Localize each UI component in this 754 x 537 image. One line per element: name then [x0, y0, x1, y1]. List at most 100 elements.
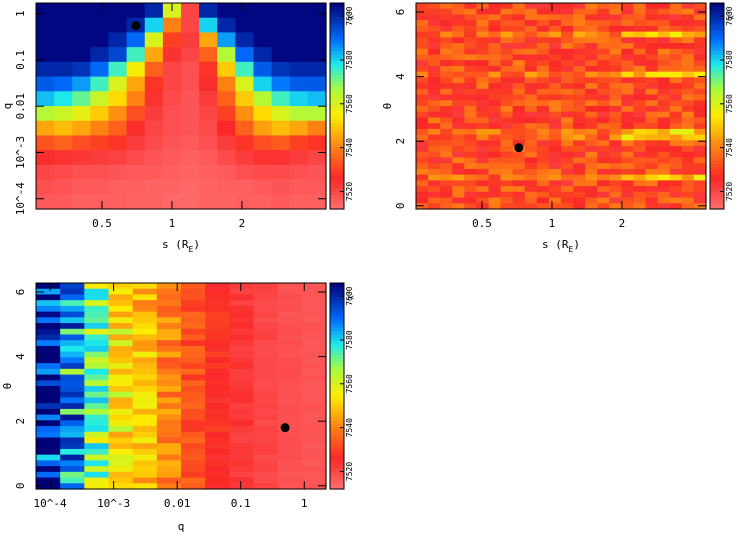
heatmap-cell — [126, 47, 146, 63]
heatmap-cell — [524, 128, 538, 136]
colorbar-swatch — [710, 78, 724, 83]
heatmap-cell — [162, 17, 182, 34]
heatmap-cell — [621, 203, 635, 210]
heatmap-cell — [181, 179, 200, 195]
heatmap-cell — [681, 83, 695, 90]
heatmap-cell — [500, 186, 514, 193]
heatmap-cell — [156, 357, 182, 364]
heatmap-cell — [36, 194, 55, 210]
heatmap-cell — [597, 54, 610, 61]
heatmap-cell — [132, 391, 158, 399]
heatmap-cell — [253, 334, 279, 341]
heatmap-cell — [657, 60, 671, 67]
heatmap-cell — [36, 437, 61, 444]
heatmap-cell — [476, 191, 490, 199]
heatmap-cell — [452, 54, 465, 61]
heatmap-cell — [428, 180, 441, 187]
heatmap-cell — [205, 374, 230, 381]
colorbar-swatch — [710, 30, 724, 35]
heatmap-cell — [205, 391, 230, 399]
heatmap-cell — [500, 117, 514, 124]
heatmap-cell — [561, 191, 574, 199]
heatmap-cell — [573, 203, 586, 210]
heatmap-cell — [253, 454, 279, 461]
heatmap-cell — [452, 94, 465, 101]
heatmap-cell — [633, 25, 647, 33]
heatmap-cell — [452, 163, 465, 170]
heatmap-cell — [585, 106, 598, 113]
colorbar-swatch — [330, 464, 344, 469]
heatmap-cell — [36, 300, 61, 307]
heatmap-cell — [108, 32, 128, 48]
heatmap-cell — [536, 83, 550, 90]
heatmap-cell — [488, 140, 502, 147]
heatmap-cell — [669, 163, 683, 170]
heatmap-cell — [440, 106, 453, 113]
heatmap-cell — [36, 120, 55, 137]
heatmap-cell — [126, 164, 146, 181]
heatmap-cell — [181, 483, 206, 490]
heatmap-cell — [416, 14, 429, 21]
heatmap-cell — [229, 483, 255, 490]
heatmap-cell — [60, 311, 85, 318]
heatmap-cell — [524, 157, 538, 164]
heatmap-cell — [60, 294, 85, 301]
heatmap-cell — [54, 150, 73, 166]
heatmap-cell — [548, 94, 562, 101]
heatmap-cell — [440, 14, 453, 21]
heatmap-cell — [156, 466, 182, 473]
heatmap-cell — [500, 163, 514, 170]
heatmap-cell — [72, 47, 91, 63]
heatmap-cell — [597, 8, 610, 16]
heatmap-cell — [681, 31, 695, 38]
heatmap-cell — [440, 94, 453, 101]
heatmap-cell — [524, 151, 538, 159]
heatmap-cell — [229, 288, 255, 296]
heatmap-cell — [90, 3, 110, 19]
heatmap-cell — [181, 3, 200, 19]
heatmap-cell — [464, 168, 478, 176]
heatmap-cell — [428, 88, 441, 96]
heatmap-cell — [108, 317, 134, 324]
colorbar-swatch — [710, 16, 724, 21]
heatmap-cell — [681, 151, 695, 159]
heatmap-cell — [235, 164, 255, 181]
heatmap-cell — [235, 61, 255, 78]
colorbar-tick-label: 7520 — [345, 182, 354, 201]
heatmap-cell — [681, 106, 695, 113]
heatmap-cell — [307, 135, 327, 151]
heatmap-cell — [108, 120, 128, 137]
heatmap-cell — [476, 94, 490, 101]
heatmap-cell — [108, 477, 134, 484]
panel-s-q: 0.5 1 210^-410^-30.010.11 s (RE) q 7520754… — [1, 2, 354, 254]
heatmap-cell — [633, 48, 647, 56]
heatmap-cell — [181, 328, 206, 336]
heatmap-cell — [301, 374, 327, 381]
heatmap-cell — [693, 123, 707, 130]
heatmap-cell — [60, 351, 85, 358]
heatmap-cell — [669, 117, 683, 124]
heatmap-cell — [108, 431, 134, 439]
colorbar-swatch — [710, 85, 724, 90]
heatmap-cell — [561, 111, 574, 119]
heatmap-cell — [561, 94, 574, 101]
heatmap-cell — [307, 150, 327, 166]
heatmap-cell — [36, 61, 55, 78]
colorbar-swatch — [710, 13, 724, 18]
heatmap-cell — [536, 157, 550, 164]
heatmap-cell — [609, 163, 623, 170]
colorbar-swatch — [330, 461, 344, 466]
heatmap-cell — [597, 37, 610, 44]
colorbar-swatch — [330, 71, 344, 76]
heatmap-cell — [301, 466, 327, 473]
heatmap-cell — [440, 203, 453, 210]
heatmap-cell — [205, 345, 230, 353]
heatmap-cell — [162, 76, 182, 92]
heatmap-cell — [476, 186, 490, 193]
heatmap-cell — [548, 20, 562, 27]
heatmap-cell — [72, 135, 91, 151]
heatmap-cell — [36, 466, 61, 473]
heatmap-cell — [181, 397, 206, 404]
heatmap-cell — [307, 47, 327, 63]
